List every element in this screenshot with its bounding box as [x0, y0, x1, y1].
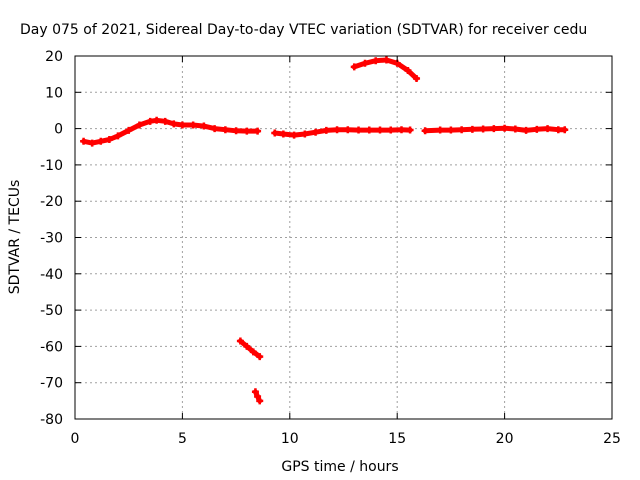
data-point: [105, 135, 113, 143]
data-point: [153, 116, 161, 124]
y-tick-label: -50: [40, 303, 63, 319]
data-point: [406, 126, 414, 134]
data-point: [344, 126, 352, 134]
data-point: [397, 126, 405, 134]
data-point: [256, 353, 264, 361]
x-tick-label: 20: [496, 431, 514, 447]
data-point: [189, 121, 197, 129]
data-point: [279, 130, 287, 138]
data-point: [236, 337, 244, 345]
data-point: [211, 125, 219, 133]
data-point: [254, 392, 262, 400]
data-point: [376, 126, 384, 134]
data-point: [114, 132, 122, 140]
data-point: [243, 342, 251, 350]
data-point: [522, 126, 530, 134]
data-point: [221, 126, 229, 134]
data-point: [170, 120, 178, 128]
series-layer: [80, 56, 569, 405]
data-point: [387, 126, 395, 134]
data-point: [178, 121, 186, 129]
x-tick-label: 15: [388, 431, 406, 447]
x-tick-label: 25: [603, 431, 621, 447]
data-point: [200, 122, 208, 130]
data-point: [501, 124, 509, 132]
y-axis-label: SDTVAR / TECUs: [7, 180, 23, 295]
data-point: [561, 126, 569, 134]
data-point: [88, 139, 96, 147]
x-tick-label: 10: [281, 431, 299, 447]
series-line: [237, 338, 263, 360]
data-point: [479, 125, 487, 133]
data-point: [135, 121, 143, 129]
data-point: [312, 128, 320, 136]
x-tick-label: 5: [178, 431, 187, 447]
data-point: [404, 67, 412, 75]
series-dip-1: [236, 337, 264, 361]
data-point: [254, 127, 262, 135]
data-point: [372, 57, 380, 65]
chart-title: Day 075 of 2021, Sidereal Day-to-day VTE…: [20, 22, 587, 38]
series-dip-2: [251, 388, 264, 405]
data-point: [243, 127, 251, 135]
y-tick-label: 0: [54, 122, 63, 138]
data-point: [365, 126, 373, 134]
data-point: [333, 126, 341, 134]
data-point: [468, 125, 476, 133]
data-point: [511, 125, 519, 133]
data-point: [146, 117, 154, 125]
series-segment-3: [421, 124, 569, 135]
data-point: [161, 117, 169, 125]
data-point: [544, 125, 552, 133]
axis-layer: 0 5 10 15 20 25 20 10 0 -10 -20 -30 -40 -50 -60 -70 -80: [40, 49, 621, 447]
data-point: [290, 131, 298, 139]
data-point: [361, 59, 369, 67]
data-point: [125, 126, 133, 134]
y-tick-label: 20: [45, 49, 63, 65]
data-point: [421, 127, 429, 135]
data-point: [301, 130, 309, 138]
data-point: [256, 397, 264, 405]
series-arc: [350, 56, 421, 83]
data-point: [97, 137, 105, 145]
data-point: [251, 388, 259, 396]
y-tick-label: 10: [45, 85, 63, 101]
x-tick-label: 0: [71, 431, 80, 447]
data-point: [447, 126, 455, 134]
data-point: [249, 348, 257, 356]
y-tick-label: -70: [40, 376, 63, 392]
data-point: [436, 126, 444, 134]
y-tick-label: -10: [40, 158, 63, 174]
data-point: [554, 126, 562, 134]
y-tick-label: -40: [40, 267, 63, 283]
data-point: [271, 129, 279, 137]
data-point: [80, 137, 88, 145]
y-tick-label: -30: [40, 231, 63, 247]
y-tick-label: -80: [40, 412, 63, 428]
x-axis-label: GPS time / hours: [281, 459, 398, 475]
data-point: [382, 56, 390, 64]
data-point: [322, 126, 330, 134]
series-main: [80, 116, 262, 147]
grid-layer: [75, 56, 612, 419]
data-point: [533, 125, 541, 133]
data-point: [232, 127, 240, 135]
series-segment-2: [271, 126, 414, 139]
y-tick-label: -60: [40, 339, 63, 355]
y-tick-label: -20: [40, 194, 63, 210]
data-point: [355, 126, 363, 134]
data-point: [350, 63, 358, 71]
data-point: [490, 125, 498, 133]
data-point: [413, 75, 421, 83]
data-point: [458, 126, 466, 134]
